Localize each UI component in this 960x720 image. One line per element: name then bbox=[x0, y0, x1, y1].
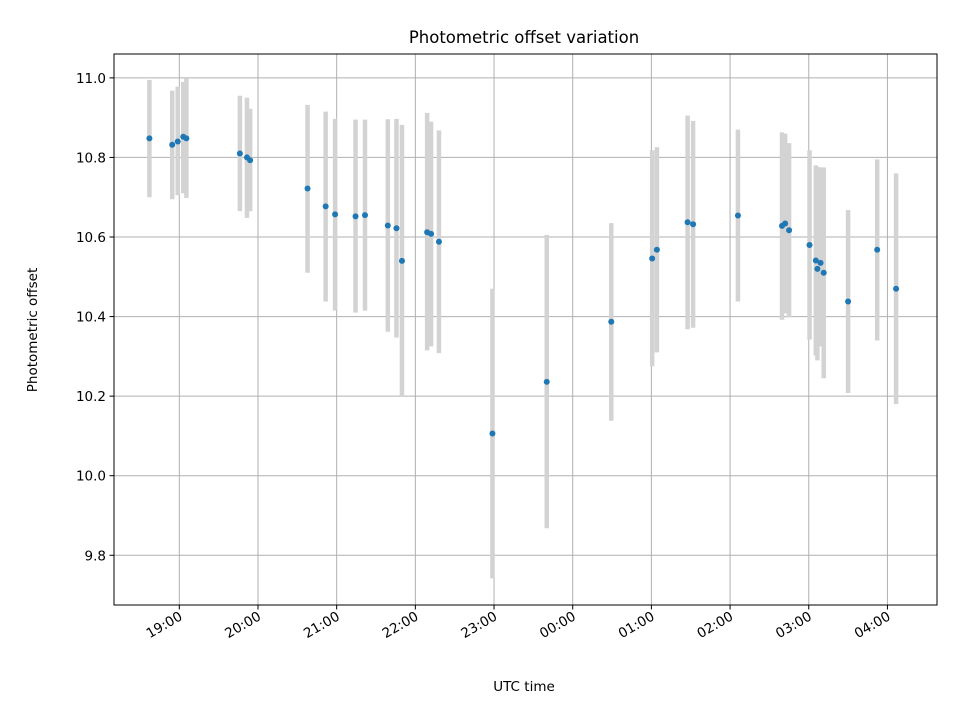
data-point bbox=[690, 221, 697, 228]
y-tick-label: 9.8 bbox=[85, 548, 106, 564]
y-tick-label: 10.4 bbox=[76, 310, 106, 326]
data-point bbox=[734, 212, 741, 219]
y-tick-label: 10.2 bbox=[76, 389, 106, 405]
data-point bbox=[812, 257, 819, 264]
data-point bbox=[304, 185, 311, 192]
data-point bbox=[817, 259, 824, 266]
data-point bbox=[893, 285, 900, 292]
data-point bbox=[398, 257, 405, 264]
data-point bbox=[247, 157, 254, 164]
data-point bbox=[684, 219, 691, 226]
data-point bbox=[361, 212, 368, 219]
data-point bbox=[174, 138, 181, 145]
data-point bbox=[352, 213, 359, 220]
data-point bbox=[183, 135, 190, 142]
data-point bbox=[489, 430, 496, 437]
data-point bbox=[146, 135, 153, 142]
y-tick-label: 11.0 bbox=[76, 71, 106, 87]
data-point bbox=[428, 230, 435, 237]
data-point bbox=[608, 318, 615, 325]
data-point bbox=[384, 222, 391, 229]
y-tick-label: 10.6 bbox=[76, 230, 106, 246]
data-point bbox=[820, 269, 827, 276]
plot-frame bbox=[113, 53, 938, 606]
data-point bbox=[236, 150, 243, 157]
data-point bbox=[786, 227, 793, 234]
point-layer bbox=[146, 133, 900, 437]
chart-title: Photometric offset variation bbox=[409, 28, 639, 47]
data-point bbox=[332, 211, 339, 218]
data-point bbox=[322, 203, 329, 210]
data-point bbox=[543, 378, 550, 385]
data-point bbox=[649, 255, 656, 262]
y-tick-label: 10.0 bbox=[76, 469, 106, 485]
data-point bbox=[169, 141, 176, 148]
data-point bbox=[782, 220, 789, 227]
x-axis-label: UTC time bbox=[493, 679, 555, 695]
data-point bbox=[435, 238, 442, 245]
data-point bbox=[874, 246, 881, 253]
data-point bbox=[806, 241, 813, 248]
y-axis: 9.8 10.0 10.2 10.4 10.6 10.8 11.0 bbox=[76, 71, 114, 564]
data-point bbox=[653, 246, 660, 253]
data-point bbox=[393, 225, 400, 232]
data-point bbox=[845, 298, 852, 305]
y-tick-label: 10.8 bbox=[76, 150, 106, 166]
y-axis-label: Photometric offset bbox=[25, 268, 41, 392]
data-point bbox=[814, 265, 821, 272]
